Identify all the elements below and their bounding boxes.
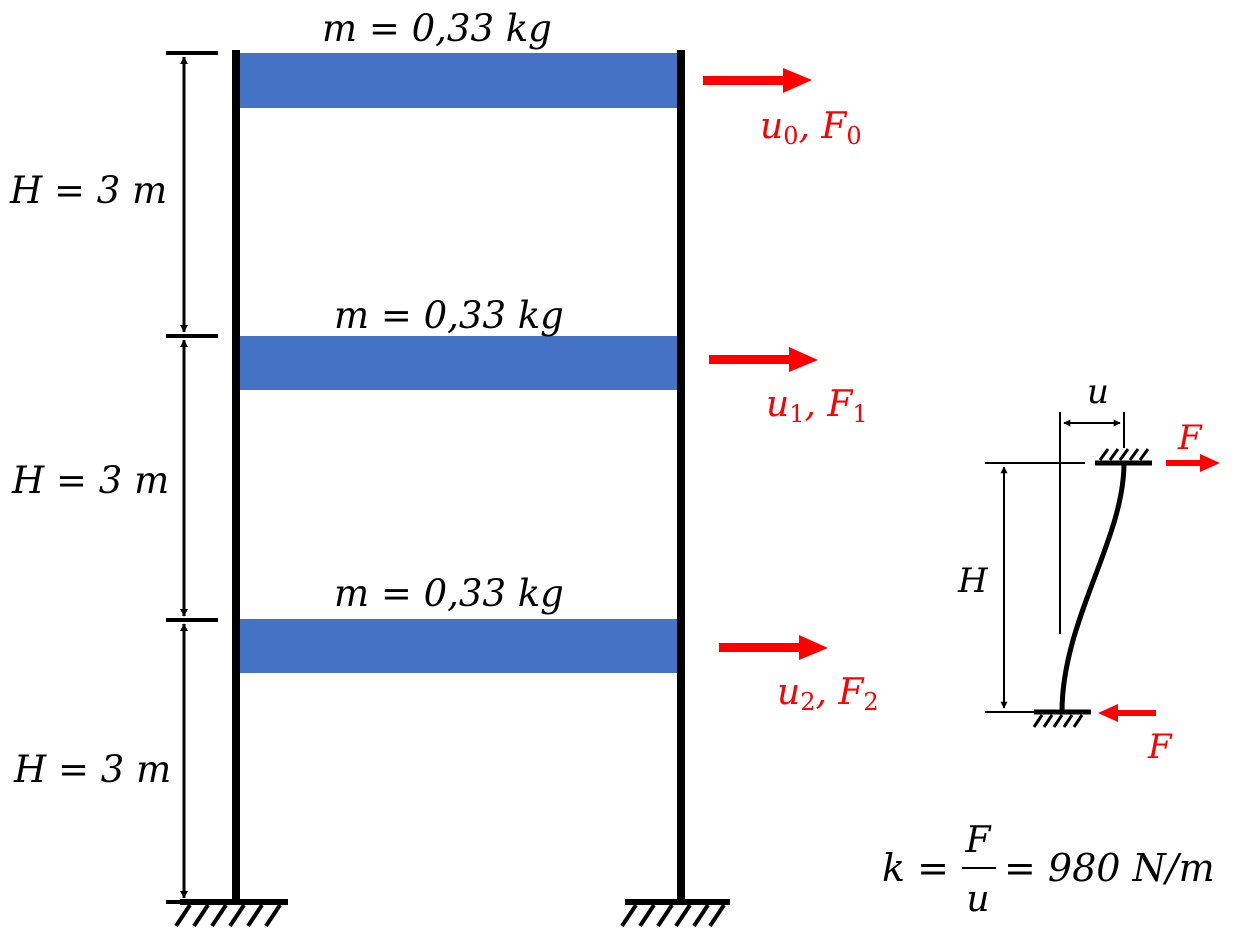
column-force-bottom-label: F bbox=[1147, 727, 1173, 767]
left-ground-support bbox=[174, 899, 288, 928]
story-height-label-0: H = 3 m bbox=[9, 169, 167, 212]
floor-mass-label-2: m = 0,33 kg bbox=[334, 572, 564, 615]
floor-slab-2 bbox=[240, 619, 677, 673]
load-label-1: u1, F1 bbox=[766, 384, 868, 428]
floor-mass-label-0: m = 0,33 kg bbox=[322, 7, 552, 50]
load-arrow-1 bbox=[709, 347, 818, 372]
right-ground-support bbox=[620, 899, 730, 928]
story-dimension-lines bbox=[166, 51, 218, 904]
load-label-0: u0, F0 bbox=[760, 106, 862, 150]
load-label-2: u2, F2 bbox=[777, 672, 879, 716]
stiffness-denominator: u bbox=[966, 879, 989, 920]
stiffness-formula: k = F u = 980 N/m bbox=[882, 820, 1215, 920]
story-height-label-2: H = 3 m bbox=[13, 748, 171, 791]
story-height-label-1: H = 3 m bbox=[11, 459, 169, 502]
column-height-label: H bbox=[957, 561, 989, 601]
stiffness-rhs: = 980 N/m bbox=[1004, 846, 1215, 890]
column-disp-label: u bbox=[1087, 372, 1109, 412]
load-arrow-2 bbox=[719, 635, 828, 660]
floor-slab-1 bbox=[240, 336, 677, 390]
floor-slab-0 bbox=[240, 53, 677, 108]
load-arrow-0 bbox=[703, 68, 812, 93]
floor-mass-label-1: m = 0,33 kg bbox=[334, 294, 564, 337]
column-force-top-label: F bbox=[1177, 418, 1203, 458]
stiffness-numerator: F bbox=[965, 820, 993, 861]
column-detail bbox=[985, 412, 1220, 728]
stiffness-lhs: k = bbox=[882, 846, 949, 890]
